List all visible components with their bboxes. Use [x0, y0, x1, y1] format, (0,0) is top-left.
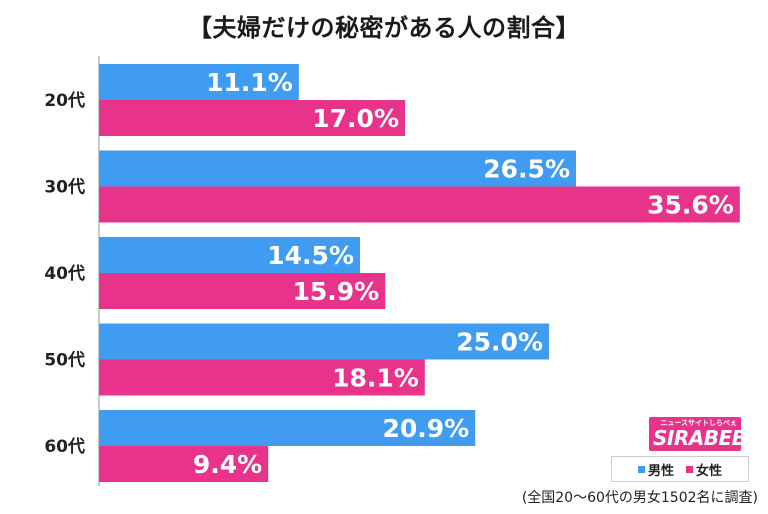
legend-swatch-female	[686, 465, 693, 473]
bar-male	[99, 64, 299, 100]
logo-wordmark: SIRABEE	[653, 426, 745, 450]
legend-swatch-male	[637, 465, 645, 473]
bar-female	[99, 446, 269, 482]
legend-label-female: 女性	[696, 463, 723, 479]
data-label: 26.5%	[483, 155, 570, 184]
data-label: 9.4%	[193, 450, 262, 479]
sirabee-logo: ニュースサイトしらべぇ SIRABEE	[649, 417, 745, 451]
data-label: 25.0%	[456, 328, 543, 357]
category-label: 60代	[44, 436, 85, 457]
legend-item-male: 男性	[637, 460, 674, 479]
survey-note: (全国20～60代の男女1502名に調査)	[521, 490, 758, 506]
data-label: 14.5%	[267, 241, 354, 270]
chart-title: 【夫婦だけの秘密がある人の割合】	[188, 14, 580, 42]
data-label: 15.9%	[292, 277, 379, 306]
category-label: 20代	[44, 90, 85, 111]
legend: 男性 女性	[611, 456, 749, 482]
category-label: 30代	[44, 177, 85, 198]
logo-tagline: ニュースサイトしらべぇ	[660, 419, 737, 427]
legend-label-male: 男性	[647, 463, 674, 479]
category-label: 40代	[44, 263, 85, 284]
legend-item-female: 女性	[686, 460, 722, 479]
bar-female	[99, 100, 405, 136]
bar-male	[99, 237, 360, 273]
bar-male	[99, 150, 576, 187]
category-label: 50代	[44, 350, 85, 371]
data-label: 17.0%	[312, 104, 399, 133]
bar-male	[99, 410, 476, 446]
bar-male	[99, 323, 549, 360]
data-label: 18.1%	[332, 364, 419, 393]
data-label: 35.6%	[647, 191, 734, 220]
bar-female	[99, 186, 740, 223]
data-label: 20.9%	[382, 414, 469, 443]
data-label: 11.1%	[206, 68, 293, 97]
bar-female	[99, 273, 386, 309]
bar-female	[99, 359, 425, 396]
